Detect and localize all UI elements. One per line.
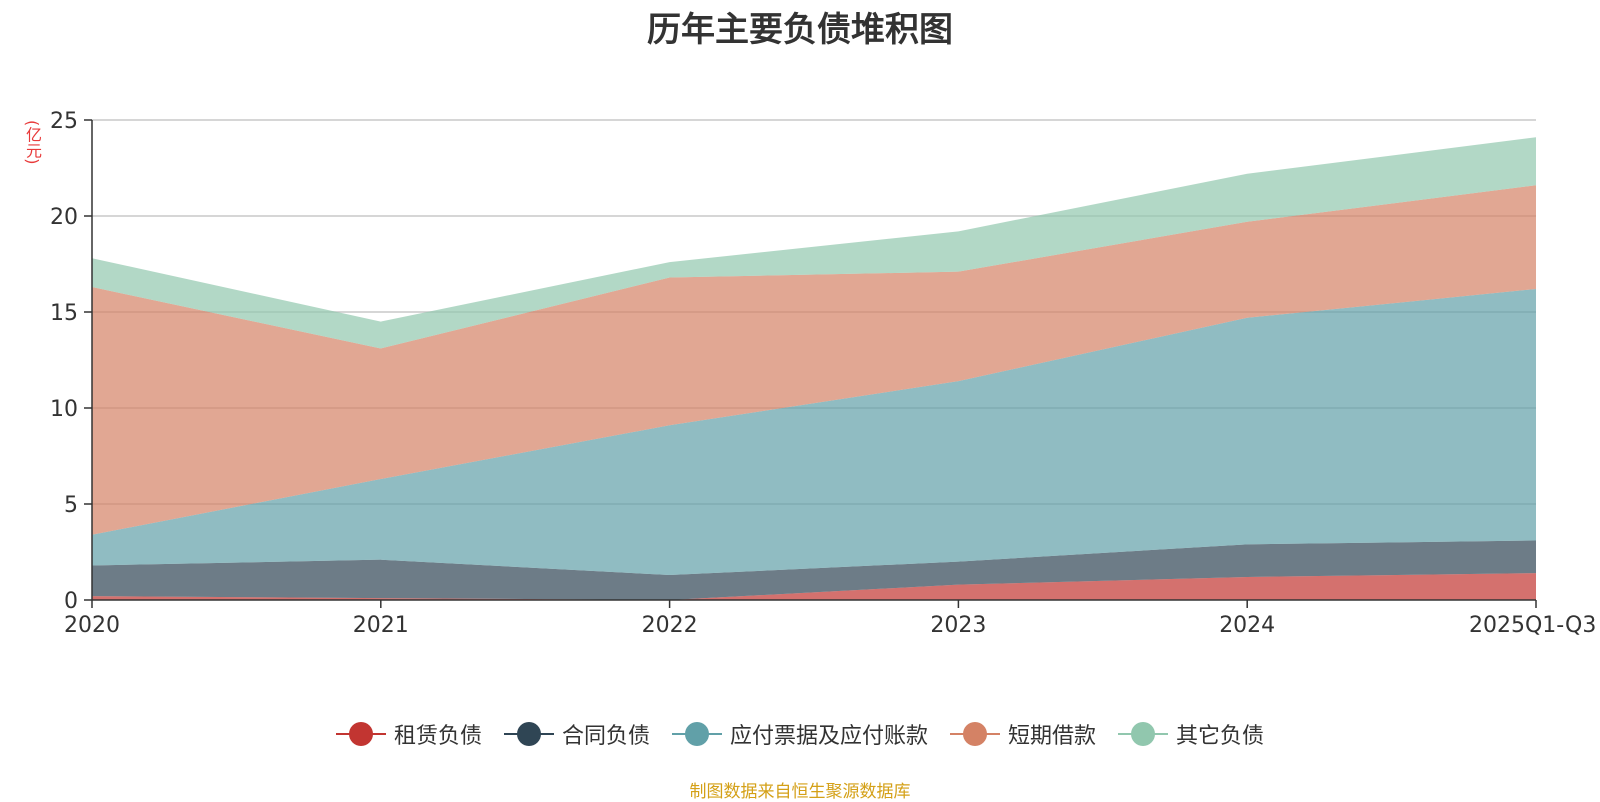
x-tick-label: 2025Q1-Q3	[1469, 613, 1596, 638]
area-series-layer	[92, 137, 1536, 600]
y-tick-label: 25	[50, 109, 78, 134]
area-series-2	[92, 288, 1536, 576]
chart-title: 历年主要负债堆积图	[647, 10, 953, 50]
legend-marker-icon	[671, 722, 722, 746]
legend-label: 其它负债	[1176, 724, 1265, 749]
legend-item-2[interactable]: 应付票据及应付账款	[671, 718, 928, 750]
legend-item-1[interactable]: 合同负债	[503, 718, 650, 750]
y-tick-label: 15	[50, 301, 78, 326]
axes: 0 5 10 15 20 25 2020 2021 2022 2023 2024 2025Q1-Q3	[50, 109, 1596, 638]
area-series-0	[92, 573, 1536, 600]
chart-legend: 租赁负债 合同负债 应付票据及应付账款 短期借款 其它负债	[0, 718, 1600, 750]
data-source-note: 制图数据来自恒生聚源数据库	[689, 782, 911, 802]
x-tick-label: 2022	[642, 613, 698, 638]
legend-label: 应付票据及应付账款	[729, 724, 928, 749]
legend-marker-icon	[335, 722, 386, 746]
area-series-4	[92, 137, 1536, 349]
area-series-3	[92, 185, 1536, 535]
legend-label: 租赁负债	[393, 724, 482, 749]
y-axis-unit-label: (亿元)	[23, 120, 42, 165]
y-tick-label: 10	[50, 397, 78, 422]
y-tick-label: 5	[64, 493, 78, 518]
x-tick-label: 2024	[1219, 613, 1275, 638]
legend-item-0[interactable]: 租赁负债	[335, 718, 482, 750]
legend-label: 合同负债	[561, 724, 650, 749]
x-tick-label: 2023	[930, 613, 986, 638]
legend-label: 短期借款	[1008, 724, 1097, 749]
area-series-1	[92, 540, 1536, 600]
y-tick-label: 20	[50, 205, 78, 230]
legend-item-3[interactable]: 短期借款	[950, 718, 1096, 750]
y-tick-label: 0	[64, 589, 78, 614]
legend-item-4[interactable]: 其它负债	[1118, 718, 1264, 750]
x-tick-label: 2020	[64, 613, 120, 638]
x-tick-label: 2021	[353, 613, 409, 638]
legend-marker-icon	[1118, 722, 1169, 746]
legend-marker-icon	[503, 722, 554, 746]
legend-marker-icon	[950, 722, 1000, 746]
